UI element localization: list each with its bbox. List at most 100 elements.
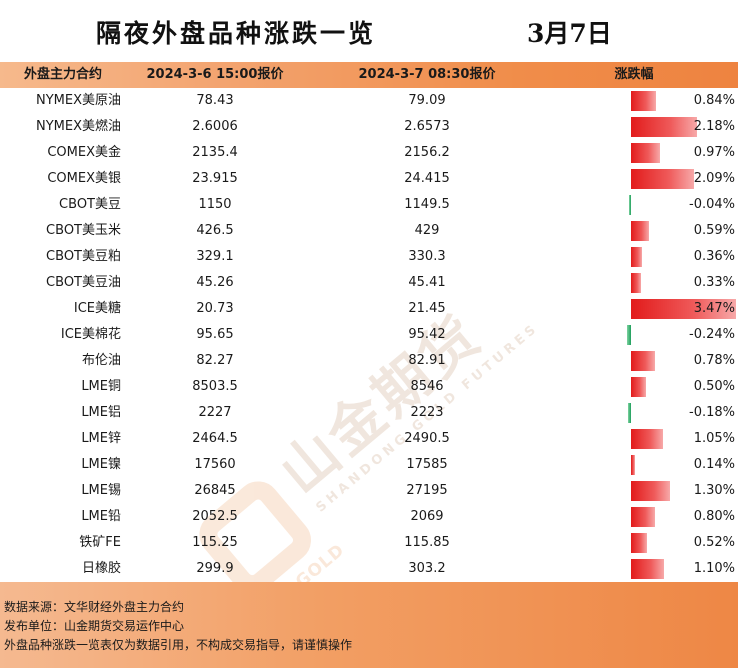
prev-quote: 23.915 — [192, 171, 238, 186]
change-bar — [629, 195, 631, 215]
contract-name: 日橡胶 — [81, 561, 121, 576]
header-change: 涨跌幅 — [614, 67, 654, 82]
table-row: ICE美糖 20.73 21.45 3.47% — [0, 296, 738, 322]
curr-quote: 24.415 — [404, 171, 450, 186]
contract-name: 布伦油 — [81, 353, 121, 368]
contract-name: LME铜 — [81, 379, 121, 394]
curr-quote: 2223 — [410, 405, 444, 420]
contract-name: NYMEX美原油 — [35, 93, 121, 108]
curr-quote: 2069 — [410, 509, 444, 524]
curr-quote: 2.6573 — [404, 119, 450, 134]
contract-name: COMEX美银 — [47, 171, 121, 186]
page-title: 隔夜外盘品种涨跌一览 — [96, 19, 377, 48]
change-percent: 1.30% — [693, 483, 735, 498]
contract-name: LME铝 — [81, 405, 121, 420]
curr-quote: 82.91 — [408, 353, 446, 368]
change-percent: -0.04% — [689, 197, 735, 212]
contract-name: CBOT美豆 — [59, 197, 121, 212]
prev-quote: 95.65 — [196, 327, 234, 342]
footer-source: 数据来源：文华财经外盘主力合约 — [4, 600, 185, 614]
change-bar — [631, 351, 655, 371]
change-bar — [631, 481, 671, 501]
table-row: LME锌 2464.5 2490.5 1.05% — [0, 426, 738, 452]
curr-quote: 8546 — [410, 379, 444, 394]
curr-quote: 17585 — [406, 457, 448, 472]
table-row: LME铅 2052.5 2069 0.80% — [0, 504, 738, 530]
report-date: 3月7日 — [527, 19, 612, 48]
contract-name: COMEX美金 — [47, 145, 121, 160]
header-curr-quote: 2024-3-7 08:30报价 — [358, 67, 496, 82]
contract-name: LME铅 — [81, 509, 121, 524]
curr-quote: 21.45 — [408, 301, 446, 316]
prev-quote: 82.27 — [196, 353, 234, 368]
curr-quote: 45.41 — [408, 275, 446, 290]
prev-quote: 78.43 — [196, 93, 234, 108]
curr-quote: 79.09 — [408, 93, 446, 108]
prev-quote: 2052.5 — [192, 509, 238, 524]
table-row: LME铝 2227 2223 -0.18% — [0, 400, 738, 426]
prev-quote: 299.9 — [196, 561, 234, 576]
table-row: CBOT美豆粕 329.1 330.3 0.36% — [0, 244, 738, 270]
change-percent: -0.24% — [689, 327, 735, 342]
change-bar — [626, 325, 631, 345]
footer-disclaimer: 外盘品种涨跌一览表仅为数据引用，不构成交易指导，请谨慎操作 — [4, 638, 353, 652]
change-percent: 0.97% — [693, 145, 735, 160]
prev-quote: 8503.5 — [192, 379, 238, 394]
prev-quote: 2227 — [198, 405, 232, 420]
contract-name: LME锡 — [81, 483, 121, 498]
title-bar: 隔夜外盘品种涨跌一览 3月7日 — [0, 0, 738, 62]
change-bar — [631, 91, 657, 111]
prev-quote: 115.25 — [192, 535, 238, 550]
change-percent: 0.14% — [693, 457, 735, 472]
change-percent: 2.18% — [693, 119, 735, 134]
change-bar — [631, 377, 647, 397]
table-row: LME铜 8503.5 8546 0.50% — [0, 374, 738, 400]
change-bar — [631, 143, 661, 163]
change-bar — [631, 247, 642, 267]
footer-publisher: 发布单位：山金期货交易运作中心 — [4, 619, 185, 633]
table-row: LME镍 17560 17585 0.14% — [0, 452, 738, 478]
curr-quote: 95.42 — [408, 327, 446, 342]
curr-quote: 2156.2 — [404, 145, 450, 160]
change-bar — [631, 455, 636, 475]
contract-name: ICE美糖 — [73, 301, 121, 316]
change-bar — [627, 403, 631, 423]
change-percent: 0.80% — [693, 509, 735, 524]
prev-quote: 2.6006 — [192, 119, 238, 134]
table-row: 铁矿FE 115.25 115.85 0.52% — [0, 530, 738, 556]
contract-name: LME镍 — [81, 457, 121, 472]
curr-quote: 1149.5 — [404, 197, 450, 212]
contract-name: 铁矿FE — [79, 535, 121, 550]
contract-name: CBOT美豆油 — [46, 275, 121, 290]
prev-quote: 329.1 — [196, 249, 234, 264]
change-bar — [631, 429, 663, 449]
prev-quote: 26845 — [194, 483, 236, 498]
prev-quote: 426.5 — [196, 223, 234, 238]
table-row: CBOT美玉米 426.5 429 0.59% — [0, 218, 738, 244]
prev-quote: 1150 — [198, 197, 232, 212]
table-row: 日橡胶 299.9 303.2 1.10% — [0, 556, 738, 582]
table-row: CBOT美豆 1150 1149.5 -0.04% — [0, 192, 738, 218]
contract-name: CBOT美玉米 — [46, 223, 121, 238]
table-row: NYMEX美燃油 2.6006 2.6573 2.18% — [0, 114, 738, 140]
change-percent: -0.18% — [689, 405, 735, 420]
header-contract: 外盘主力合约 — [23, 67, 102, 82]
change-bar — [631, 559, 665, 579]
curr-quote: 27195 — [406, 483, 448, 498]
prev-quote: 2135.4 — [192, 145, 238, 160]
contract-name: LME锌 — [81, 431, 121, 446]
change-percent: 0.36% — [693, 249, 735, 264]
prev-quote: 20.73 — [196, 301, 234, 316]
table-row: COMEX美金 2135.4 2156.2 0.97% — [0, 140, 738, 166]
header-prev-quote: 2024-3-6 15:00报价 — [146, 67, 284, 82]
table-body: 山金期货 SHANDONG GOLD FUTURES SD-GOLD NYMEX… — [0, 88, 738, 616]
curr-quote: 115.85 — [404, 535, 450, 550]
contract-name: CBOT美豆粕 — [46, 249, 121, 264]
table-header: 外盘主力合约 2024-3-6 15:00报价 2024-3-7 08:30报价… — [0, 62, 738, 88]
change-percent: 2.09% — [693, 171, 735, 186]
change-percent: 0.59% — [693, 223, 735, 238]
change-percent: 3.47% — [693, 301, 735, 316]
curr-quote: 330.3 — [408, 249, 446, 264]
change-percent: 0.52% — [693, 535, 735, 550]
